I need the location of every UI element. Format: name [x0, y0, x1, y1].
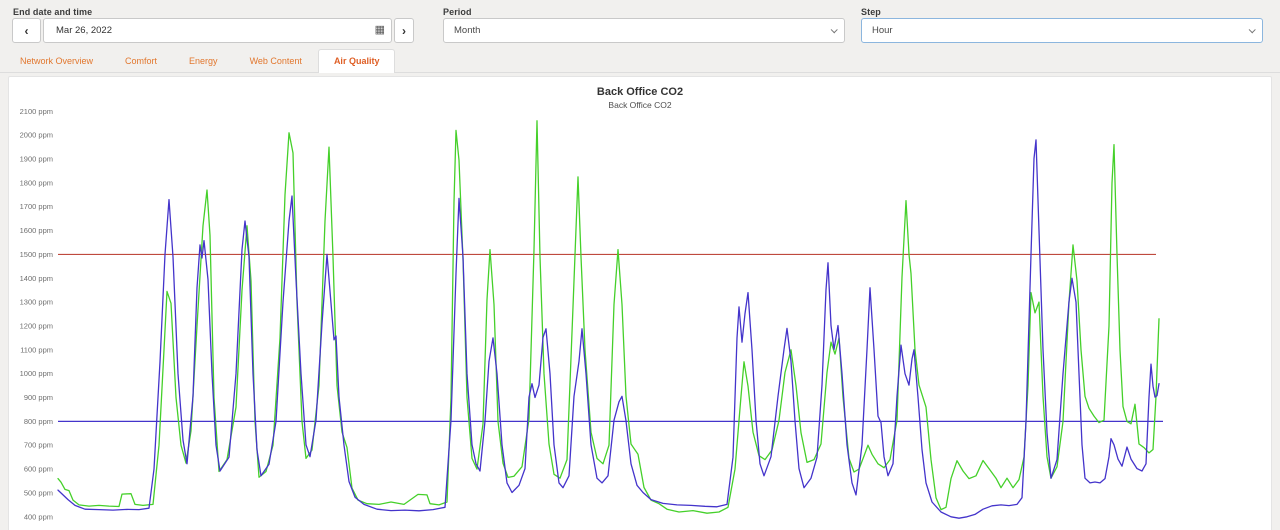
y-axis-tick-label: 1500 ppm	[20, 250, 53, 259]
y-axis-tick-label: 800 ppm	[24, 417, 53, 426]
next-date-button[interactable]: ›	[394, 18, 414, 43]
chart-title: Back Office CO2	[596, 86, 684, 98]
y-axis-tick-label: 1700 ppm	[20, 202, 53, 211]
y-axis-tick-label: 2000 ppm	[20, 131, 53, 140]
chevron-right-icon: ›	[402, 23, 406, 38]
end-date-input[interactable]: Mar 26, 2022 ▦	[43, 18, 392, 43]
tab-energy[interactable]: Energy	[189, 56, 218, 66]
chevron-left-icon: ‹	[24, 23, 29, 38]
y-axis-tick-label: 400 ppm	[24, 512, 53, 521]
y-axis-tick-label: 500 ppm	[24, 488, 53, 497]
series-co2-blue	[57, 139, 1160, 519]
y-axis-tick-label: 1000 ppm	[20, 369, 53, 378]
y-axis-tick-label: 900 ppm	[24, 393, 53, 402]
y-axis-tick-label: 1300 ppm	[20, 298, 53, 307]
y-axis-tick-label: 1800 ppm	[20, 178, 53, 187]
chart-subtitle: Back Office CO2	[608, 100, 672, 110]
tab-comfort[interactable]: Comfort	[125, 56, 158, 66]
end-date-value: Mar 26, 2022	[56, 25, 112, 36]
y-axis-tick-label: 2100 ppm	[20, 107, 53, 116]
y-axis-tick-label: 1900 ppm	[20, 155, 53, 164]
y-axis-tick-label: 700 ppm	[24, 441, 53, 450]
co2-line-chart: 2100 ppm 2000 ppm 1900 ppm 1800 ppm 1700 ppm…	[20, 107, 1163, 521]
calendar-icon[interactable]: ▦	[374, 24, 385, 36]
tab-network-overview[interactable]: Network Overview	[20, 56, 94, 66]
series-co2-green	[57, 120, 1160, 514]
chart-panel: Back Office CO2 Back Office CO2 2100 ppm…	[8, 76, 1272, 530]
step-select[interactable]: Hour	[861, 18, 1263, 43]
tab-web-content[interactable]: Web Content	[249, 56, 302, 66]
y-axis-tick-label: 600 ppm	[24, 465, 53, 474]
step-value: Hour	[872, 25, 893, 36]
y-axis-tick-label: 1200 ppm	[20, 321, 53, 330]
previous-date-button[interactable]: ‹	[12, 18, 41, 43]
step-label: Step	[861, 7, 881, 17]
chevron-down-icon	[826, 19, 840, 42]
chevron-down-icon	[1244, 19, 1258, 42]
y-axis-tick-label: 1100 ppm	[20, 345, 53, 354]
y-axis-tick-label: 1400 ppm	[20, 274, 53, 283]
tab-bar: Network Overview Comfort Energy Web Content…	[0, 49, 1280, 73]
end-date-label: End date and time	[13, 7, 93, 17]
period-select[interactable]: Month	[443, 18, 845, 43]
period-label: Period	[443, 7, 472, 17]
tab-air-quality[interactable]: Air Quality	[317, 49, 396, 73]
y-axis-tick-label: 1600 ppm	[20, 226, 53, 235]
period-value: Month	[454, 25, 481, 36]
